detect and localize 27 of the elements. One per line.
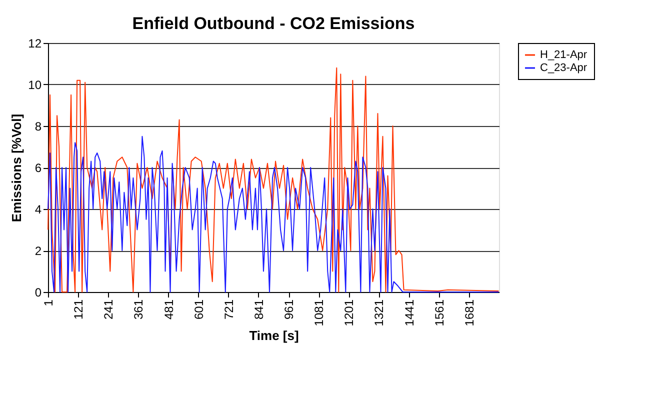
x-tick-label: 1441 [402,299,416,326]
x-tick-label: 241 [102,299,116,320]
y-axis-title: Emissions [%Vol] [9,114,24,222]
x-tick-label: 721 [222,299,236,320]
x-tick-label: 1081 [312,299,326,326]
x-tick-label: 481 [162,299,176,320]
x-axis-title: Time [s] [249,328,299,344]
y-tick-label: 6 [34,161,42,175]
x-tick-label: 121 [72,299,86,320]
x-tick-label: 1 [42,299,56,306]
x-tick-label: 1681 [462,299,476,326]
x-tick-label: 601 [192,299,206,320]
x-tick-label: 1561 [432,299,446,326]
y-tick-label: 12 [28,36,42,50]
x-tick-label: 841 [252,299,266,320]
y-tick-label: 0 [34,286,42,300]
x-tick-label: 1321 [372,299,386,326]
y-tick-label: 4 [34,202,42,216]
legend-label: C_23-Apr [540,62,588,74]
legend-label: H_21-Apr [540,49,588,61]
x-tick-label: 1201 [342,299,356,326]
x-tick-label: 361 [132,299,146,320]
y-tick-label: 10 [28,78,42,92]
x-tick-label: 961 [282,299,296,320]
y-tick-label: 2 [34,244,42,258]
chart-title: Enfield Outbound - CO2 Emissions [132,14,415,33]
y-tick-label: 8 [34,120,42,134]
